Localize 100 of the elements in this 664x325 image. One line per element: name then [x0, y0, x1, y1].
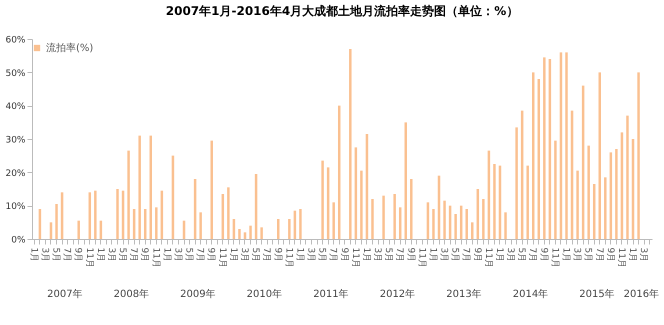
y-tick-label: 0% — [11, 236, 26, 246]
bar — [443, 200, 446, 239]
text: 2015年 — [579, 288, 615, 300]
bar — [366, 134, 368, 239]
bar — [498, 166, 502, 239]
x-tick-label: 3月 — [306, 248, 316, 262]
bar — [326, 167, 330, 239]
bar — [132, 209, 136, 239]
bar — [172, 156, 174, 239]
x-tick-label: 9月 — [538, 248, 548, 262]
x-tick-label: 3月 — [39, 248, 50, 262]
bar — [404, 122, 407, 239]
x-tick-label: 5月 — [250, 248, 260, 262]
x-tick-label: 1月 — [627, 248, 638, 262]
bar — [620, 132, 624, 239]
bar — [615, 149, 618, 239]
bar — [94, 190, 97, 239]
bar — [332, 202, 335, 239]
x-tick-label: 1月 — [360, 248, 371, 262]
text: 2014年 — [512, 288, 548, 300]
bar — [632, 139, 634, 239]
bar — [371, 199, 374, 239]
bar — [222, 194, 224, 239]
x-tick-label: 1月 — [94, 248, 105, 262]
bar — [448, 206, 452, 239]
x-tick-label: 11月 — [416, 248, 426, 268]
x-tick-label: 1月 — [427, 248, 438, 262]
bar — [598, 72, 602, 239]
x-tick-label: 7月 — [460, 248, 471, 262]
bar — [570, 110, 574, 239]
bar — [77, 220, 80, 239]
bar — [116, 189, 119, 239]
x-tick-label: 5月 — [184, 248, 194, 262]
bar — [210, 140, 213, 239]
x-tick-label: 5月 — [117, 248, 128, 262]
x-tick-label: 7月 — [328, 248, 338, 262]
bar — [60, 192, 64, 239]
bar — [277, 219, 280, 239]
x-tick-label: 1月 — [28, 248, 38, 262]
bar — [587, 146, 590, 239]
bar — [532, 72, 534, 239]
bar — [138, 136, 141, 239]
bar — [150, 136, 152, 239]
bar — [604, 177, 607, 239]
bar — [55, 204, 58, 239]
x-tick-label: 9月 — [72, 248, 83, 262]
x-tick-label: 7月 — [128, 248, 138, 262]
bar — [610, 152, 612, 239]
bar — [543, 57, 546, 239]
x-tick-label: 3月 — [172, 248, 182, 262]
x-tick-label: 9月 — [604, 248, 615, 262]
text: 2007年 — [47, 288, 83, 300]
bar — [565, 52, 568, 239]
x-tick-label: 9月 — [206, 248, 216, 262]
bar — [554, 140, 557, 239]
bar — [488, 150, 490, 239]
bar — [144, 209, 146, 239]
x-tick-label: 5月 — [450, 248, 460, 262]
x-tick-label: 1月 — [294, 248, 304, 262]
bar — [410, 179, 413, 239]
bar — [465, 209, 468, 239]
bar — [160, 190, 164, 239]
text: 2011年 — [313, 288, 349, 300]
bar — [238, 229, 241, 239]
bar — [338, 106, 340, 239]
text: 2009年 — [180, 288, 216, 300]
bar — [426, 202, 430, 239]
x-tick-label: 7月 — [261, 248, 272, 262]
bar — [50, 222, 52, 239]
bar — [294, 210, 296, 239]
bar — [398, 207, 402, 239]
x-tick-label: 7月 — [62, 248, 72, 262]
x-tick-label: 3月 — [438, 248, 449, 262]
x-tick-label: 5月 — [383, 248, 394, 262]
bar — [515, 127, 518, 239]
bar — [438, 176, 440, 239]
bar — [548, 59, 552, 239]
bar — [122, 190, 124, 239]
x-tick-label: 1月 — [494, 248, 504, 262]
bar — [182, 220, 186, 239]
x-tick-label: 11月 — [482, 248, 493, 268]
x-tick-label: 11月 — [150, 248, 160, 268]
y-tick-label: 50% — [5, 68, 26, 79]
text: 2016年 — [624, 288, 660, 300]
x-tick-label: 5月 — [316, 248, 327, 262]
bar — [354, 147, 358, 239]
x-tick-label: 11月 — [283, 248, 294, 268]
bar — [254, 174, 258, 239]
x-tick-label: 3月 — [572, 248, 582, 262]
bar — [227, 187, 230, 239]
legend-label: 流拍率(%) — [46, 42, 94, 54]
x-tick-label: 11月 — [216, 248, 227, 268]
x-tick-label: 5月 — [50, 248, 61, 262]
bar — [432, 209, 435, 239]
bar — [393, 194, 396, 239]
x-tick-label: 3月 — [505, 248, 516, 262]
x-tick-label: 1月 — [161, 248, 172, 262]
y-tick-label: 10% — [5, 202, 26, 212]
x-tick-label: 9月 — [139, 248, 150, 262]
text: 2012年 — [380, 288, 416, 300]
